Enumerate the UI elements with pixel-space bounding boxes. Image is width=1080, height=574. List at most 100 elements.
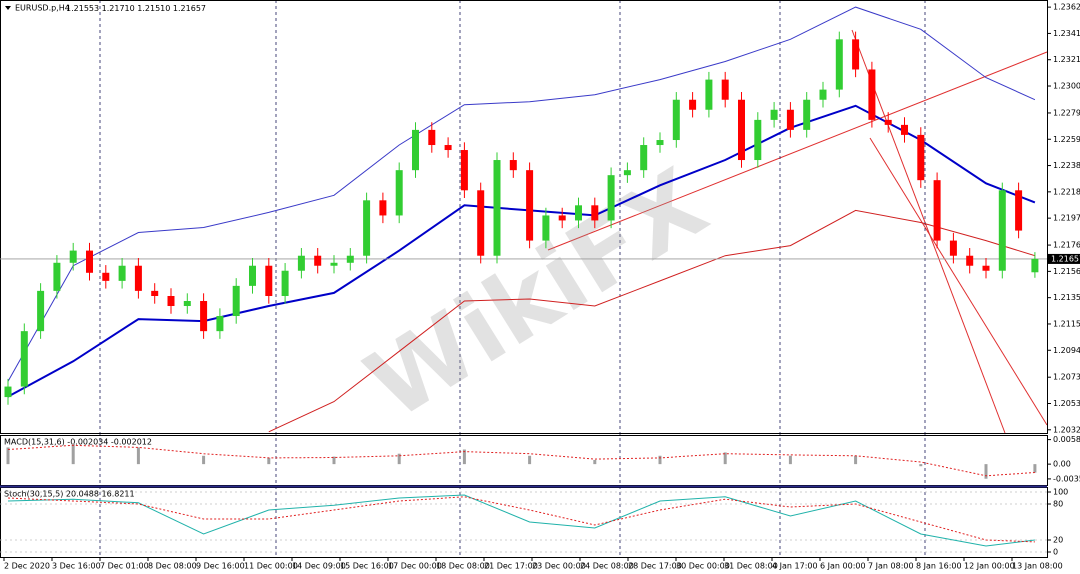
stoch-tick-label: 0 <box>1053 548 1058 557</box>
x-tick-label: 17 Dec 00:00 <box>388 562 442 571</box>
x-tick-label: 28 Dec 17:00 <box>628 562 682 571</box>
y-tick-label: 1.22590 <box>1053 135 1080 144</box>
macd-bar <box>593 459 597 465</box>
macd-tick-label: 0.005874 <box>1053 435 1080 444</box>
macd-bar <box>71 443 75 465</box>
candle-body <box>754 119 762 161</box>
x-tick-label: 8 Dec 08:00 <box>148 562 197 571</box>
candle-body <box>183 301 191 307</box>
candle-body <box>656 140 664 146</box>
y-tick-label: 1.21560 <box>1053 267 1080 276</box>
candle-body <box>477 190 485 256</box>
macd-bar <box>1033 464 1037 473</box>
candle-body <box>1015 190 1023 231</box>
candle-body <box>721 79 729 100</box>
candle-body <box>640 145 648 171</box>
candle-body <box>363 200 371 256</box>
x-tick-label: 9 Dec 16:00 <box>196 562 245 571</box>
x-tick-label: 14 Dec 09:00 <box>292 562 346 571</box>
candle-body <box>607 175 615 221</box>
candle-body <box>151 290 159 297</box>
trend-line <box>869 137 1048 426</box>
candle-body <box>134 265 142 291</box>
macd-title: MACD(15,31,6) -0.002034 -0.002012 <box>4 438 152 447</box>
candle-body <box>346 255 354 263</box>
candle-body <box>542 215 550 241</box>
candle-body <box>623 170 631 176</box>
macd-bar <box>919 464 923 467</box>
trend-line <box>851 29 1006 434</box>
candle-body <box>526 170 534 241</box>
x-tick-label: 11 Dec 00:00 <box>244 562 298 571</box>
macd-bar <box>854 455 858 465</box>
macd-bar <box>397 453 401 465</box>
stoch-tick-label: 80 <box>1053 500 1063 509</box>
stoch-title: Stoch(30,15,5) 20.0488 16.8211 <box>4 490 135 499</box>
macd-tick-label: 0.00 <box>1053 460 1071 469</box>
y-tick-label: 1.23620 <box>1053 3 1080 12</box>
y-tick-label: 1.20945 <box>1053 346 1080 355</box>
x-tick-label: 8 Jan 16:00 <box>916 562 962 571</box>
candle-body <box>4 386 12 398</box>
candle-body <box>509 160 517 171</box>
stoch-tick-label: 20 <box>1053 536 1063 545</box>
candle-body <box>901 124 908 135</box>
x-tick-label: 15 Dec 16:00 <box>340 562 394 571</box>
candle-body <box>216 316 224 332</box>
candle-body <box>819 89 827 100</box>
x-tick-label: 7 Jan 08:00 <box>868 562 914 571</box>
x-tick-label: 13 Jan 08:00 <box>1012 562 1063 571</box>
symbol: EURUSD.p,H4 <box>15 4 70 13</box>
x-tick-label: 7 Dec 01:00 <box>100 562 149 571</box>
candle-body <box>265 265 273 297</box>
x-tick-label: 2 Dec 2020 <box>4 562 50 571</box>
x-tick-label: 3 Dec 16:00 <box>52 562 101 571</box>
y-tick-label: 1.23005 <box>1053 82 1080 91</box>
y-tick-label: 1.23415 <box>1053 29 1080 38</box>
macd-bar <box>202 455 206 465</box>
menu-arrow[interactable] <box>5 6 11 10</box>
candle-body <box>705 79 713 110</box>
candle-body <box>558 215 566 221</box>
candle-body <box>1031 258 1039 273</box>
price-panel <box>0 0 1048 434</box>
candle-body <box>460 150 468 191</box>
y-tick-label: 1.21765 <box>1053 241 1080 250</box>
macd-bar <box>658 455 662 465</box>
y-tick-label: 1.21150 <box>1053 319 1080 328</box>
x-tick-label: 6 Jan 00:00 <box>820 562 866 571</box>
candle-body <box>118 265 126 281</box>
candle-body <box>20 331 28 387</box>
candle-body <box>314 255 322 266</box>
x-tick-label: 23 Dec 00:00 <box>532 562 586 571</box>
overlay-line <box>268 209 1036 433</box>
candle-body <box>86 250 93 273</box>
macd-bar <box>267 457 271 465</box>
candle-body <box>167 296 175 307</box>
candle-body <box>738 99 745 161</box>
y-tick-label: 1.21355 <box>1053 293 1080 302</box>
y-tick-label: 1.22180 <box>1053 187 1080 196</box>
candle-body <box>69 250 77 263</box>
x-tick-label: 30 Dec 00:00 <box>676 562 730 571</box>
macd-bar <box>136 447 140 465</box>
candle-body <box>998 190 1006 271</box>
y-tick-label: 1.22385 <box>1053 161 1080 170</box>
candle-body <box>591 205 599 221</box>
macd-bar <box>788 455 792 465</box>
overlay-line <box>7 6 1036 382</box>
candle-body <box>949 240 957 256</box>
macd-tick-label: -0.00354 <box>1053 474 1080 483</box>
y-tick-label: 1.23210 <box>1053 55 1080 64</box>
x-tick-label: 12 Jan 00:00 <box>964 562 1015 571</box>
candle-body <box>444 145 452 151</box>
stoch-main <box>7 494 1035 547</box>
candle-body <box>803 99 811 130</box>
candle-body <box>281 270 289 297</box>
candle-body <box>786 109 794 130</box>
candle-body <box>249 265 256 286</box>
ohlc-value: 1.21553 <box>66 4 99 13</box>
x-tick-label: 18 Dec 08:00 <box>436 562 490 571</box>
candle-body <box>493 160 501 256</box>
